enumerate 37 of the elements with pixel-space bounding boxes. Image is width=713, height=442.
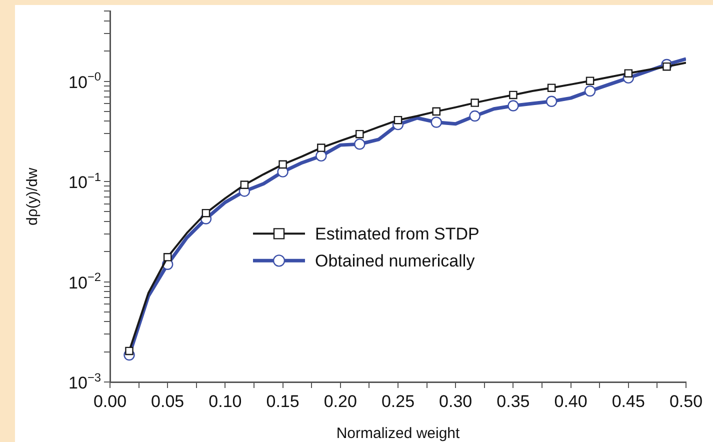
point (240, 180, 249, 189)
point (354, 138, 366, 150)
x-axis-title: Normalized weight (336, 425, 461, 442)
x-tick-label: 0.40 (554, 392, 588, 411)
point (317, 144, 326, 152)
point (624, 69, 633, 78)
x-tick-label: 0.50 (669, 392, 703, 411)
point (584, 85, 596, 97)
x-tick-label: 0.00 (93, 392, 127, 411)
point (202, 208, 210, 218)
point (469, 110, 480, 122)
x-tick-label: 0.20 (324, 392, 357, 411)
x-tick-label: 0.10 (208, 392, 242, 411)
legend-label: Obtained numerically (315, 251, 476, 270)
y-axis-title: dρ(y)/dw (24, 168, 41, 226)
point (509, 90, 518, 100)
point (356, 130, 364, 138)
point (125, 346, 134, 356)
x-tick-label: 0.25 (381, 392, 415, 411)
point (586, 76, 594, 85)
point (278, 160, 287, 169)
x-tick-label: 0.35 (496, 392, 530, 411)
point (316, 150, 327, 162)
x-tick-label: 0.45 (612, 392, 645, 411)
point (432, 107, 440, 116)
point (546, 96, 558, 107)
point (470, 98, 479, 107)
x-tick-label: 0.15 (266, 392, 300, 411)
point (508, 100, 519, 112)
point (430, 116, 442, 128)
x-tick-label: 0.30 (439, 392, 472, 411)
x-tick-label: 0.05 (151, 392, 184, 411)
point (662, 62, 671, 71)
point (547, 84, 556, 92)
point (163, 253, 172, 262)
legend-label: Estimated from STDP (315, 224, 480, 244)
point (394, 116, 402, 124)
